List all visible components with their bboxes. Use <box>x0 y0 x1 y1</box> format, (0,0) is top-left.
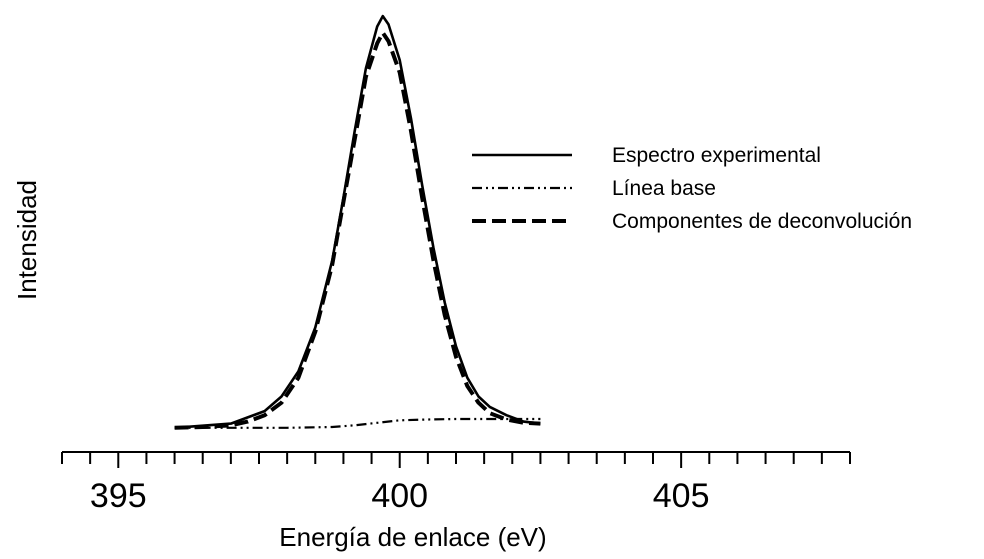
y-axis-title: Intensidad <box>12 180 42 300</box>
legend-label-2: Línea base <box>612 177 716 200</box>
legend-label-3: Componentes de deconvolución <box>612 210 912 233</box>
series-line-1 <box>174 14 541 430</box>
series-line-3 <box>174 30 541 430</box>
x-tick-label: 405 <box>653 477 710 515</box>
x-tick-label: 395 <box>90 477 147 515</box>
x-axis: 395 400 405 <box>61 451 851 515</box>
legend: Espectro experimental Línea base Component… <box>472 144 912 233</box>
x-tick-label: 400 <box>371 477 428 515</box>
x-tick-labels: 395 400 405 <box>90 477 710 515</box>
plot-lines <box>174 14 541 430</box>
legend-label-1: Espectro experimental <box>612 144 821 167</box>
x-axis-title: Energía de enlace (eV) <box>279 522 546 552</box>
x-ticks <box>61 452 851 468</box>
series-line-2 <box>174 417 541 429</box>
